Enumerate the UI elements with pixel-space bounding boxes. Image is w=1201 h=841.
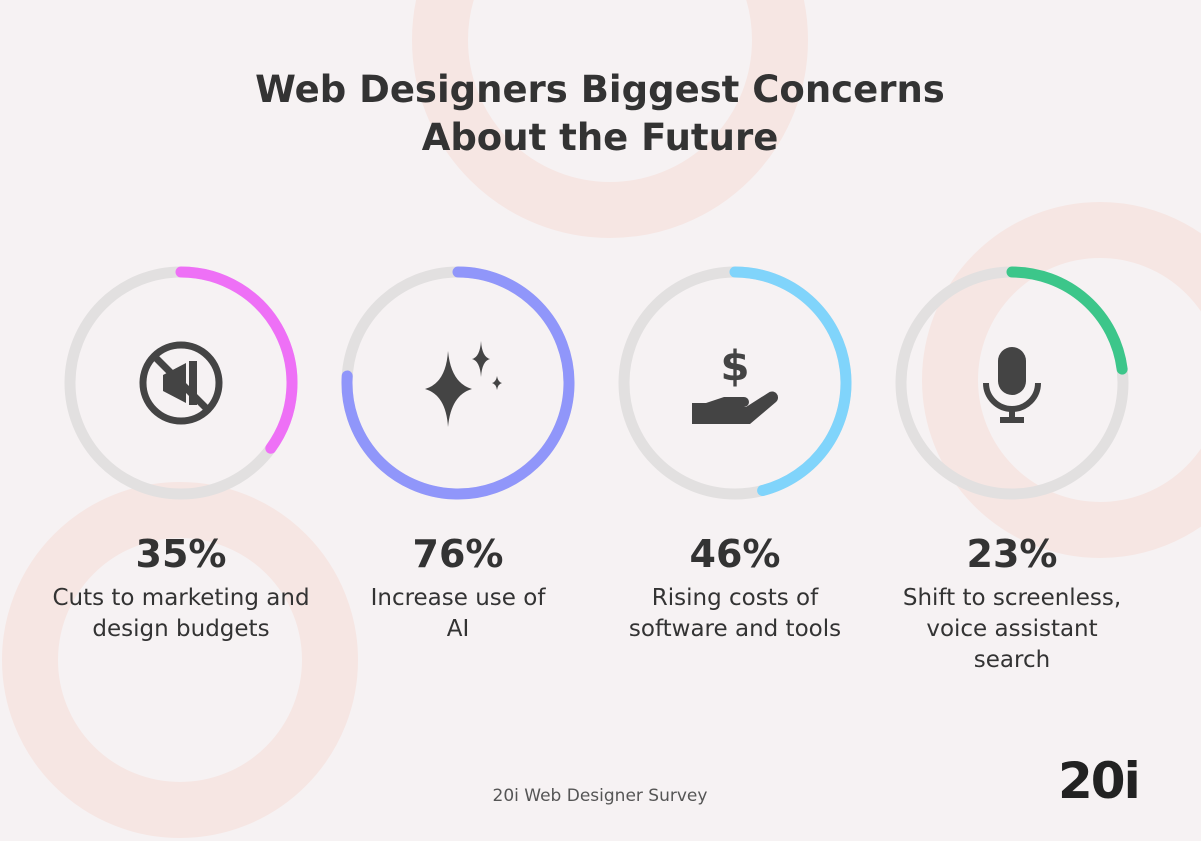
ring-arc [341, 266, 575, 500]
ring-arc [729, 266, 852, 497]
value-label: 35% [135, 532, 227, 576]
icon [139, 341, 223, 425]
icon [425, 341, 502, 427]
chart-title: Web Designers Biggest Concerns About the… [255, 68, 945, 159]
source: 20i Web Designer Survey [492, 786, 708, 806]
ring-arc [175, 266, 298, 454]
category-label: Increase use of AI [370, 585, 546, 642]
svg-text:$: $ [720, 342, 749, 391]
icon [983, 347, 1041, 423]
category-label: Rising costs of software and tools [628, 585, 842, 642]
value-label: 76% [412, 532, 504, 576]
value-label: 23% [966, 532, 1058, 576]
category-label: Cuts to marketing and design budgets [52, 585, 310, 642]
logo: 20i [1058, 752, 1141, 810]
ring-arc [1006, 266, 1128, 375]
value-label: 46% [689, 532, 781, 576]
category-label: Shift to screenless, voice assistant sea… [902, 585, 1122, 673]
icon: $ [692, 342, 779, 424]
